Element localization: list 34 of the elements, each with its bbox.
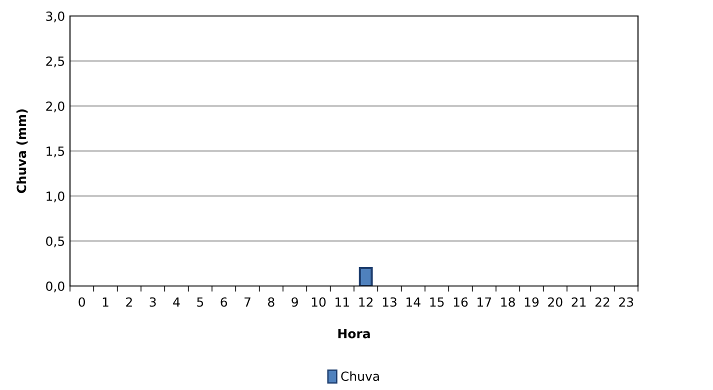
x-tick-label: 8 [268, 297, 274, 307]
x-tick-label: 19 [524, 297, 539, 307]
x-tick-label: 2 [126, 297, 132, 307]
x-tick-label: 4 [173, 297, 180, 307]
y-tick-label: 0,0 [46, 281, 64, 292]
x-tick-label: 18 [501, 297, 515, 307]
x-tick-label: 6 [220, 297, 228, 307]
x-tick-label: 10 [312, 297, 326, 307]
x-tick-label: 9 [292, 297, 298, 307]
x-tick-label: 12 [359, 297, 373, 307]
x-tick-label: 3 [150, 297, 156, 307]
x-tick-label: 11 [336, 297, 349, 307]
x-tick-label: 16 [454, 297, 468, 307]
x-tick-label: 13 [382, 297, 396, 307]
x-tick-label: 0 [78, 297, 85, 307]
y-tick-label: 0,5 [46, 236, 64, 248]
x-tick-label: 7 [244, 297, 250, 307]
y-tick-label: 1,5 [46, 146, 64, 158]
x-tick-label: 15 [430, 297, 444, 307]
x-tick-label: 21 [572, 297, 586, 307]
y-tick-label: 2,0 [46, 101, 64, 112]
x-tick-label: 23 [619, 297, 634, 307]
x-axis-title: Hora [338, 329, 370, 338]
x-tick-label: 20 [548, 297, 562, 307]
y-tick-label: 1,0 [46, 191, 64, 202]
x-tick-label: 1 [102, 297, 108, 307]
y-tick-label: 3,0 [46, 11, 64, 22]
legend-label: Chuva [341, 371, 379, 381]
x-tick-label: 14 [406, 297, 420, 307]
y-tick-label: 2,5 [46, 56, 64, 68]
x-tick-label: 17 [478, 297, 492, 307]
y-axis-title: Chuva (mm) [16, 109, 28, 194]
x-tick-label: 5 [197, 297, 204, 307]
x-tick-label: 22 [595, 297, 610, 307]
